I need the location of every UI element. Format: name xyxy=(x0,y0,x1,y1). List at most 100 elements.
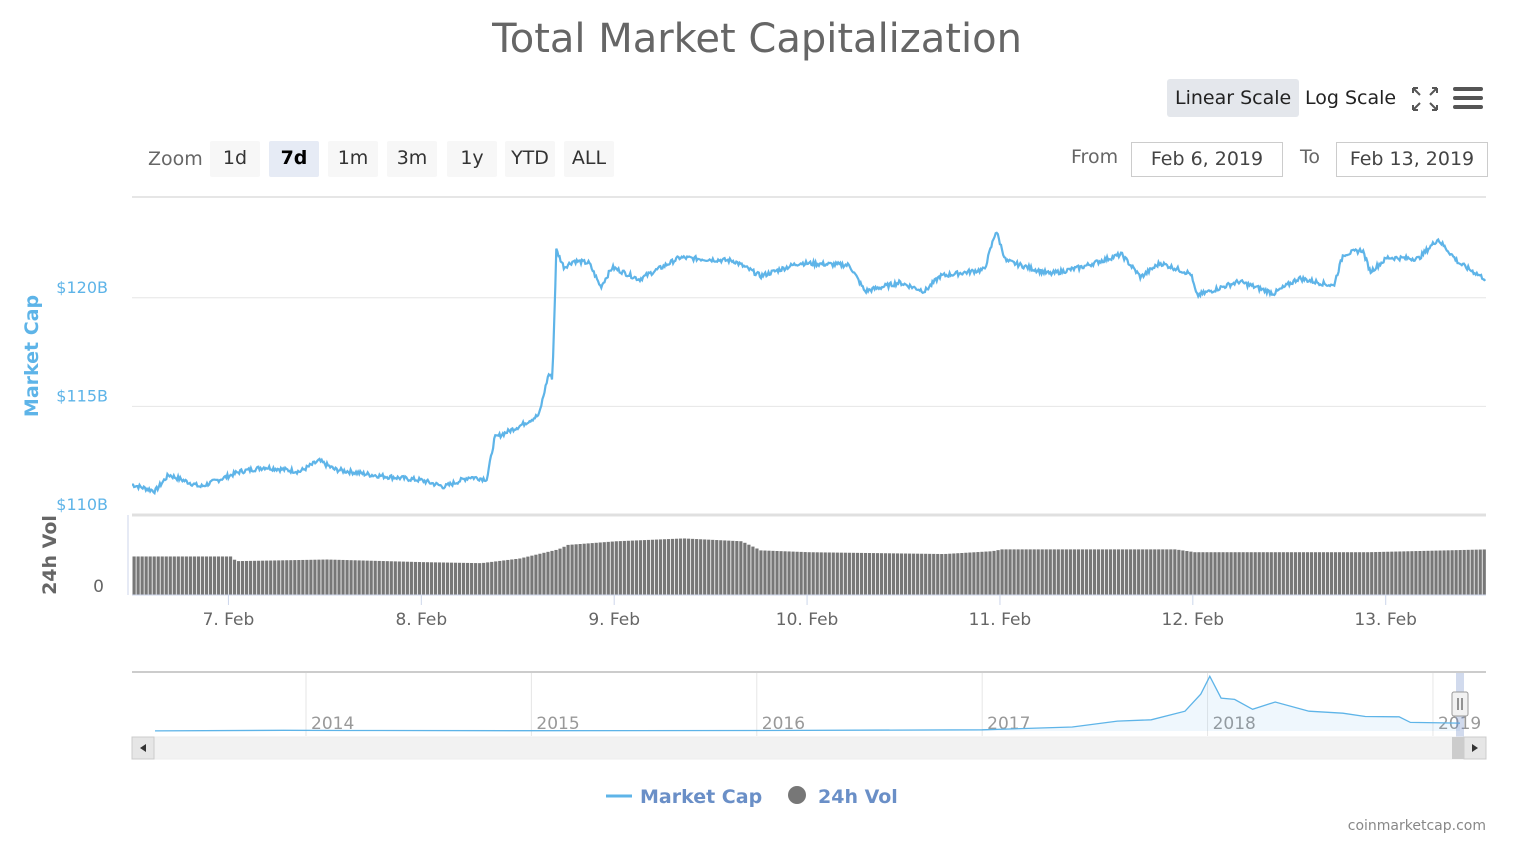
vol-bar xyxy=(325,559,329,595)
vol-bar xyxy=(1169,549,1173,595)
vol-bar xyxy=(1265,552,1269,595)
vol-bar xyxy=(357,560,361,595)
x-tick-label: 11. Feb xyxy=(969,610,1032,630)
vol-bar xyxy=(1474,549,1478,595)
vol-bar xyxy=(1281,552,1285,595)
vol-bar xyxy=(928,553,932,595)
vol-bar xyxy=(152,556,156,595)
vol-bar xyxy=(791,551,795,595)
vol-bar xyxy=(409,561,413,595)
vol-bar xyxy=(1422,550,1426,595)
vol-bar xyxy=(554,549,558,595)
vol-bar xyxy=(168,556,172,595)
vol-bar xyxy=(691,538,695,595)
vol-bar xyxy=(188,556,192,595)
vol-bar xyxy=(819,552,823,595)
vol-bar xyxy=(968,552,972,595)
scrollbar-left-button[interactable] xyxy=(131,736,155,760)
vol-bar xyxy=(1185,551,1189,595)
navigator-year-label: 2016 xyxy=(762,714,805,734)
vol-bar xyxy=(646,539,651,595)
vol-bar xyxy=(220,556,225,595)
x-tick-label: 9. Feb xyxy=(588,610,640,630)
zoom-button-1d[interactable]: 1d xyxy=(210,141,260,177)
scrollbar-track[interactable] xyxy=(131,736,1487,760)
zoom-button-3m[interactable]: 3m xyxy=(387,141,437,177)
vol-bar xyxy=(1317,552,1322,595)
vol-bar xyxy=(771,550,775,595)
vol-bar xyxy=(1032,549,1036,595)
vol-bar xyxy=(904,553,908,595)
legend-vol-label[interactable]: 24h Vol xyxy=(818,786,898,808)
vol-bar xyxy=(634,540,638,595)
vol-bar xyxy=(1008,549,1012,595)
fullscreen-icon[interactable] xyxy=(1411,86,1439,112)
vol-bar xyxy=(417,562,421,595)
vol-bar xyxy=(662,539,667,595)
legend-vol-symbol[interactable] xyxy=(788,786,806,804)
menu-icon[interactable] xyxy=(1452,86,1484,112)
linear-scale-button[interactable]: Linear Scale xyxy=(1167,79,1300,117)
vol-bar xyxy=(345,560,349,595)
zoom-button-1m[interactable]: 1m xyxy=(328,141,378,177)
vol-bar xyxy=(317,559,321,595)
vol-bar xyxy=(1478,549,1482,595)
to-date-input[interactable]: Feb 13, 2019 xyxy=(1336,142,1488,177)
vol-bar xyxy=(916,553,920,595)
vol-bar xyxy=(920,553,924,595)
vol-bar xyxy=(349,560,353,595)
vol-bar xyxy=(642,540,647,595)
scrollbar-right-button[interactable] xyxy=(1463,736,1487,760)
vol-bar xyxy=(160,556,164,595)
legend-market-cap-label[interactable]: Market Cap xyxy=(640,786,762,808)
vol-bar xyxy=(1024,549,1028,595)
vol-bar xyxy=(586,543,590,595)
vol-bar xyxy=(1462,549,1466,595)
zoom-button-ytd[interactable]: YTD xyxy=(505,141,555,177)
vol-bar xyxy=(200,556,205,595)
vol-bar xyxy=(393,561,397,595)
zoom-button-1y[interactable]: 1y xyxy=(447,141,497,177)
vol-bar xyxy=(976,552,980,595)
vol-bar xyxy=(678,538,683,595)
vol-bar xyxy=(538,553,542,595)
vol-bar xyxy=(650,539,655,595)
vol-bar xyxy=(891,553,896,595)
vol-bar xyxy=(1269,552,1273,595)
vol-bar xyxy=(1060,549,1064,595)
vol-bar xyxy=(1358,552,1362,595)
vol-bar xyxy=(1201,552,1205,595)
vol-bar xyxy=(208,556,213,595)
vol-bar xyxy=(940,554,944,595)
vol-bar xyxy=(1165,549,1169,595)
vol-bar xyxy=(1072,549,1076,595)
vol-bar xyxy=(1092,549,1097,595)
vol-bar xyxy=(912,553,916,595)
vol-bar xyxy=(731,540,735,595)
zoom-button-all[interactable]: ALL xyxy=(564,141,614,177)
navigator-handle[interactable] xyxy=(1451,691,1469,717)
vol-bar xyxy=(1068,549,1072,595)
vol-bar xyxy=(216,556,221,595)
vol-bar xyxy=(1177,549,1181,595)
vol-bar xyxy=(1104,549,1109,595)
vol-bar xyxy=(180,556,184,595)
log-scale-button[interactable]: Log Scale xyxy=(1305,87,1397,109)
vol-bar xyxy=(952,553,956,595)
zoom-button-7d[interactable]: 7d xyxy=(269,141,319,177)
vol-bar xyxy=(1161,549,1165,595)
vol-bar xyxy=(1129,549,1133,595)
vol-bar xyxy=(429,562,434,595)
vol-bar xyxy=(502,560,506,595)
vol-bar xyxy=(132,556,136,595)
navigator-selected-range[interactable] xyxy=(1456,673,1464,737)
vol-bar xyxy=(305,559,309,595)
vol-bar xyxy=(863,552,868,595)
vol-bar xyxy=(695,539,699,595)
vol-bar xyxy=(1149,549,1153,595)
from-date-input[interactable]: Feb 6, 2019 xyxy=(1131,142,1283,177)
credits-link[interactable]: coinmarketcap.com xyxy=(1348,818,1486,834)
vol-bar xyxy=(578,544,582,595)
vol-bar xyxy=(313,559,317,595)
scrollbar-thumb[interactable] xyxy=(1452,737,1464,759)
